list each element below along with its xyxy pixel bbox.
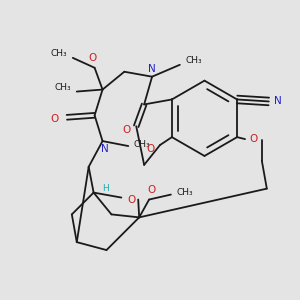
Text: CH₃: CH₃ (55, 83, 71, 92)
Text: H: H (102, 184, 109, 193)
Text: O: O (51, 114, 59, 124)
Text: O: O (250, 134, 258, 144)
Text: O: O (147, 184, 155, 195)
Text: O: O (122, 125, 130, 135)
Text: CH₃: CH₃ (185, 56, 202, 65)
Text: CH₃: CH₃ (51, 50, 67, 58)
Text: O: O (146, 144, 154, 154)
Text: N: N (100, 144, 108, 154)
Text: O: O (88, 53, 97, 63)
Text: CH₃: CH₃ (176, 188, 193, 197)
Text: N: N (148, 64, 156, 74)
Text: N: N (274, 97, 282, 106)
Text: CH₃: CH₃ (134, 140, 151, 148)
Text: O: O (127, 194, 135, 205)
